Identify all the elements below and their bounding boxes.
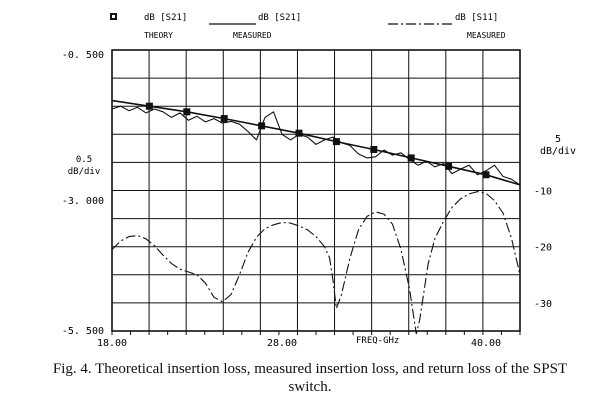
figure-caption-text: Theoretical insertion loss, measured ins… [95,361,568,395]
figure-caption: Fig. 4. Theoretical insertion loss, meas… [40,360,580,396]
x-tick-label-28: 28.00 [267,338,297,349]
plot-frame [111,49,521,332]
legend: dB [S21] THEORY dB [S21] MEASURED dB [S1… [110,13,506,40]
legend-measured-s11-sub: MEASURED [467,31,506,40]
right-axis-unit: dB/div [540,146,576,157]
legend-theory-title: dB [S21] [144,13,187,23]
theory-marker [482,171,490,179]
x-tick-label-40: 40.00 [471,338,501,349]
s21-measured-line [111,105,521,186]
left-tick-label-middle: -3. 000 [62,196,104,207]
legend-measured-s11-title: dB [S11] [455,13,498,23]
legend-measured-s21-title: dB [S21] [258,13,301,23]
left-axis-unit: dB/div [68,167,101,177]
left-axis-scale: 0.5 [76,155,92,165]
theory-marker [445,162,453,170]
x-tick-label-18: 18.00 [97,338,127,349]
figure-caption-label: Fig. 4. [52,361,92,377]
s21-theory-line [111,99,521,186]
theory-marker [183,108,191,116]
theory-marker [220,115,228,123]
theory-marker [370,145,378,153]
theory-marker [295,129,303,137]
right-tick-label-30: -30 [534,299,552,310]
theory-marker [145,102,153,110]
right-tick-label-10: -10 [534,187,552,198]
x-axis-label: FREQ-GHz [356,336,399,346]
left-tick-label-top: -0. 500 [62,50,104,61]
x-axis: 18.00 28.00 40.00 FREQ-GHz [97,336,501,349]
series-layer [111,99,521,335]
legend-theory-sub: THEORY [144,31,173,40]
right-tick-label-20: -20 [534,243,552,254]
theory-marker [332,138,340,146]
right-axis: 5 dB/div -10 -20 -30 [534,134,576,310]
legend-theory-marker-inner [112,15,115,18]
right-axis-scale: 5 [555,134,561,145]
grid [111,50,521,335]
theory-marker [407,154,415,162]
s11-measured-line [111,191,521,335]
left-axis: -0. 500 -3. 000 -5. 500 0.5 dB/div [62,50,104,337]
left-tick-label-bottom: -5. 500 [62,326,104,337]
legend-measured-s21-sub: MEASURED [233,31,272,40]
